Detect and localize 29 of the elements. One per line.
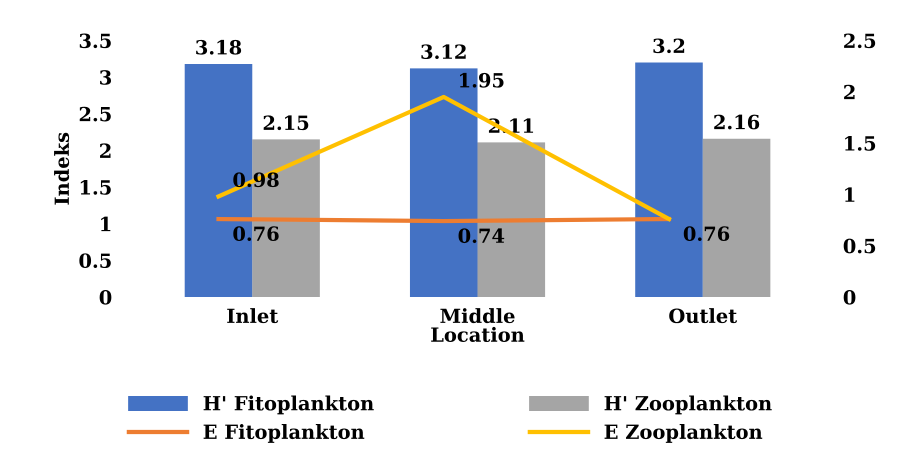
legend-label: H' Zooplankton xyxy=(604,396,772,414)
y-tick-label: 1.5 xyxy=(80,180,111,195)
data-label: 2.15 xyxy=(264,115,308,130)
data-label: 3.12 xyxy=(421,44,466,60)
legend-label: E Fitoplankton xyxy=(204,424,364,443)
x-tick-label: Middle xyxy=(440,308,515,324)
x-axis-title: Location xyxy=(431,326,524,342)
y2-tick-label: 2 xyxy=(844,84,855,100)
data-label: 3.18 xyxy=(196,40,242,55)
data-label: 0.98 xyxy=(233,172,279,188)
legend-label: E Zooplankton xyxy=(604,424,762,443)
y2-tick-label: 1 xyxy=(845,187,854,202)
x-tick-label: Inlet xyxy=(227,308,278,324)
y-tick-label: 1 xyxy=(101,216,110,232)
y-tick-label: 2.5 xyxy=(80,106,111,122)
y-tick-label: 3 xyxy=(100,70,112,85)
y-tick-label: 0.5 xyxy=(79,253,111,268)
y-tick-label: 3.5 xyxy=(80,33,111,48)
y2-tick-label: 0.5 xyxy=(844,238,876,254)
y2-tick-label: 1.5 xyxy=(845,136,876,151)
data-label: 2.16 xyxy=(714,114,760,130)
y2-tick-label: 2.5 xyxy=(844,33,876,48)
y2-tick-label: 0 xyxy=(844,290,856,305)
y-tick-label: 2 xyxy=(100,143,111,158)
y-tick-label: 0 xyxy=(100,290,112,305)
x-tick-label: Outlet xyxy=(669,308,738,324)
legend-label: H' Fitoplankton xyxy=(204,396,374,414)
data-label: 3.2 xyxy=(653,38,684,54)
y-axis-title: Indeks xyxy=(54,132,70,205)
